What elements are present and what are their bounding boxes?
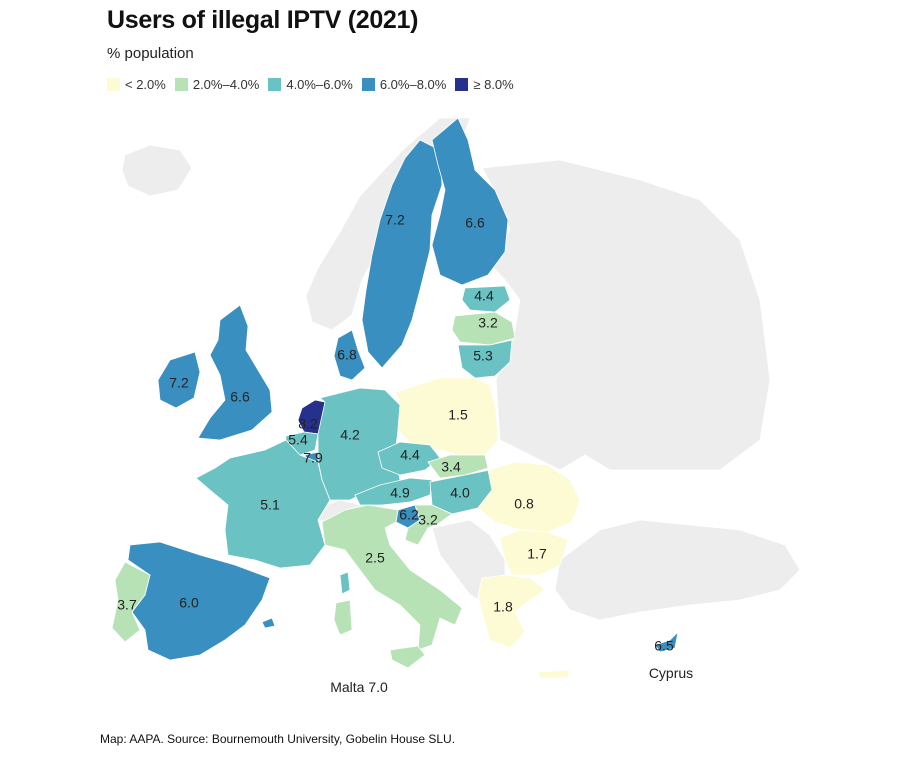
country-romania: [477, 461, 581, 533]
legend-item-5: ≥ 8.0%: [455, 77, 514, 92]
cyprus-note: Cyprus: [649, 665, 693, 681]
country-france: [195, 439, 331, 569]
country-lithuania: [457, 339, 513, 379]
country-sardinia: [333, 599, 353, 636]
value-luxembourg: 7.9: [303, 450, 323, 466]
source-footer: Map: AAPA. Source: Bournemouth Universit…: [100, 732, 456, 746]
country-italy: [321, 504, 463, 651]
value-denmark: 6.8: [337, 347, 357, 363]
legend: < 2.0% 2.0%–4.0% 4.0%–6.0% 6.0%–8.0% ≥ 8…: [107, 77, 523, 92]
value-italy: 2.5: [365, 550, 385, 566]
value-slovakia: 3.4: [441, 459, 461, 475]
legend-label: 2.0%–4.0%: [192, 77, 260, 92]
value-poland: 1.5: [448, 407, 468, 423]
malta-note: Malta 7.0: [330, 679, 388, 695]
legend-swatch: [268, 78, 282, 91]
value-netherlands: 8.2: [298, 416, 318, 432]
country-denmark: [333, 329, 366, 381]
value-sweden: 7.2: [385, 212, 405, 228]
map-subtitle: % population: [107, 45, 194, 62]
value-ireland: 7.2: [169, 375, 189, 391]
value-greece: 1.8: [493, 599, 513, 615]
legend-item-4: 6.0%–8.0%: [361, 77, 447, 92]
value-germany: 4.2: [340, 427, 360, 443]
value-finland: 6.6: [465, 215, 485, 231]
country-croatia: [404, 504, 453, 546]
value-latvia: 3.2: [478, 315, 498, 331]
legend-label: 6.0%–8.0%: [379, 77, 447, 92]
country-latvia: [451, 311, 516, 346]
legend-swatch: [455, 78, 469, 91]
country-sweden: [361, 139, 443, 369]
country-cyprus: [654, 630, 679, 653]
value-estonia: 4.4: [474, 288, 494, 304]
country-corsica: [339, 571, 351, 595]
country-balearic: [261, 617, 276, 629]
value-lithuania: 5.3: [473, 348, 493, 364]
legend-label: ≥ 8.0%: [473, 77, 514, 92]
map-title: Users of illegal IPTV (2021): [107, 6, 419, 34]
legend-item-2: 2.0%–4.0%: [174, 77, 260, 92]
russia-belarus-ukraine-shape: [481, 159, 771, 471]
country-slovakia: [427, 454, 489, 479]
country-portugal: [111, 561, 151, 643]
value-croatia: 3.2: [418, 512, 438, 528]
country-greece-crete: [537, 669, 571, 679]
country-finland: [431, 117, 509, 286]
legend-swatch: [107, 78, 120, 91]
country-ireland: [157, 351, 201, 409]
legend-swatch: [361, 78, 375, 91]
country-greece: [477, 574, 546, 649]
country-united-kingdom: [197, 304, 273, 441]
value-slovenia: 6.2: [399, 507, 419, 523]
legend-label: < 2.0%: [125, 77, 166, 92]
legend-swatch: [174, 78, 188, 91]
turkey-shape: [554, 519, 801, 621]
iceland-shape: [121, 144, 193, 197]
value-spain: 6.0: [179, 595, 199, 611]
value-portugal: 3.7: [117, 597, 137, 613]
country-spain: [127, 541, 271, 661]
value-austria: 4.9: [390, 485, 410, 501]
legend-item-3: 4.0%–6.0%: [268, 77, 353, 92]
country-bulgaria: [499, 529, 569, 576]
value-united-kingdom: 6.6: [230, 389, 250, 405]
value-cyprus: 6.5: [654, 638, 674, 654]
value-romania: 0.8: [514, 496, 534, 512]
value-bulgaria: 1.7: [527, 546, 547, 562]
value-czechia: 4.4: [400, 447, 420, 463]
value-belgium: 5.4: [288, 432, 308, 448]
country-sicily: [389, 645, 426, 669]
value-hungary: 4.0: [450, 485, 470, 501]
value-france: 5.1: [260, 497, 280, 513]
legend-label: 4.0%–6.0%: [286, 77, 353, 92]
legend-item-1: < 2.0%: [107, 77, 166, 92]
